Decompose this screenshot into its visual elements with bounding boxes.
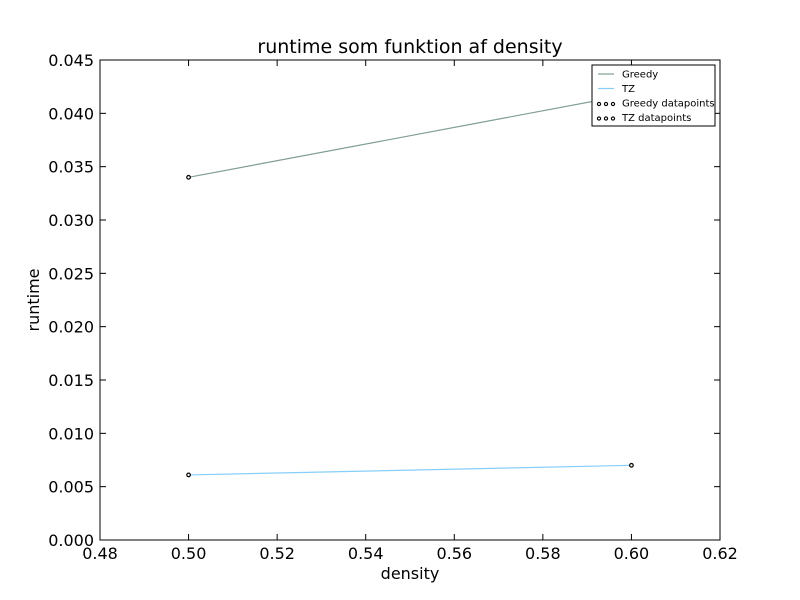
- legend-label-tz: TZ: [621, 84, 635, 95]
- x-tick-label: 0.54: [348, 544, 384, 563]
- legend-marker-tz-datapoints: [603, 116, 609, 121]
- x-tick-label: 0.60: [614, 544, 650, 563]
- chart-title: runtime som funktion af density: [257, 36, 562, 58]
- legend-box: [591, 64, 716, 127]
- x-tick-label: 0.62: [702, 544, 738, 563]
- y-tick-label: 0.025: [48, 264, 94, 283]
- legend-marker-tz-datapoints: [610, 116, 616, 121]
- y-tick-label: 0.040: [48, 104, 94, 123]
- x-tick-label: 0.56: [436, 544, 472, 563]
- x-tick-label: 0.48: [82, 544, 118, 563]
- tz-datapoints-point: [186, 472, 191, 478]
- plot-area: [186, 91, 634, 478]
- y-tick-label: 0.045: [48, 51, 94, 70]
- legend: Greedy TZ Greedy datapoints TZ datapoints: [591, 64, 716, 127]
- legend-label-greedy-datapoints: Greedy datapoints: [622, 99, 715, 110]
- y-tick-label: 0.005: [48, 478, 94, 497]
- x-tick-label: 0.58: [525, 544, 561, 563]
- axis-ticks: 0.48 0.50 0.52 0.54 0.56 0.58 0.60 0.62 0.000 0.0…: [48, 51, 738, 563]
- legend-label-greedy: Greedy: [622, 70, 658, 81]
- x-tick-label: 0.50: [171, 544, 207, 563]
- y-tick-label: 0.035: [48, 158, 94, 177]
- greedy-datapoints-point: [186, 174, 191, 180]
- y-tick-label: 0.030: [48, 211, 94, 230]
- y-tick-label: 0.015: [48, 371, 94, 390]
- x-tick-label: 0.52: [259, 544, 295, 563]
- legend-marker-greedy-datapoints: [610, 101, 616, 107]
- axes-frame: [99, 59, 721, 541]
- y-tick-label: 0.000: [48, 531, 94, 550]
- greedy-series-line: [188, 93, 632, 178]
- y-tick-label: 0.010: [48, 424, 94, 443]
- tz-series-line: [188, 464, 632, 476]
- y-axis-title: runtime: [24, 268, 43, 331]
- legend-marker-greedy-datapoints: [603, 101, 609, 107]
- x-axis-title: density: [381, 564, 440, 583]
- legend-label-tz-datapoints: TZ datapoints: [621, 113, 691, 124]
- tz-datapoints-point: [629, 462, 634, 468]
- legend-marker-greedy-datapoints: [596, 101, 602, 107]
- legend-marker-tz-datapoints: [596, 116, 602, 121]
- y-tick-label: 0.020: [48, 318, 94, 337]
